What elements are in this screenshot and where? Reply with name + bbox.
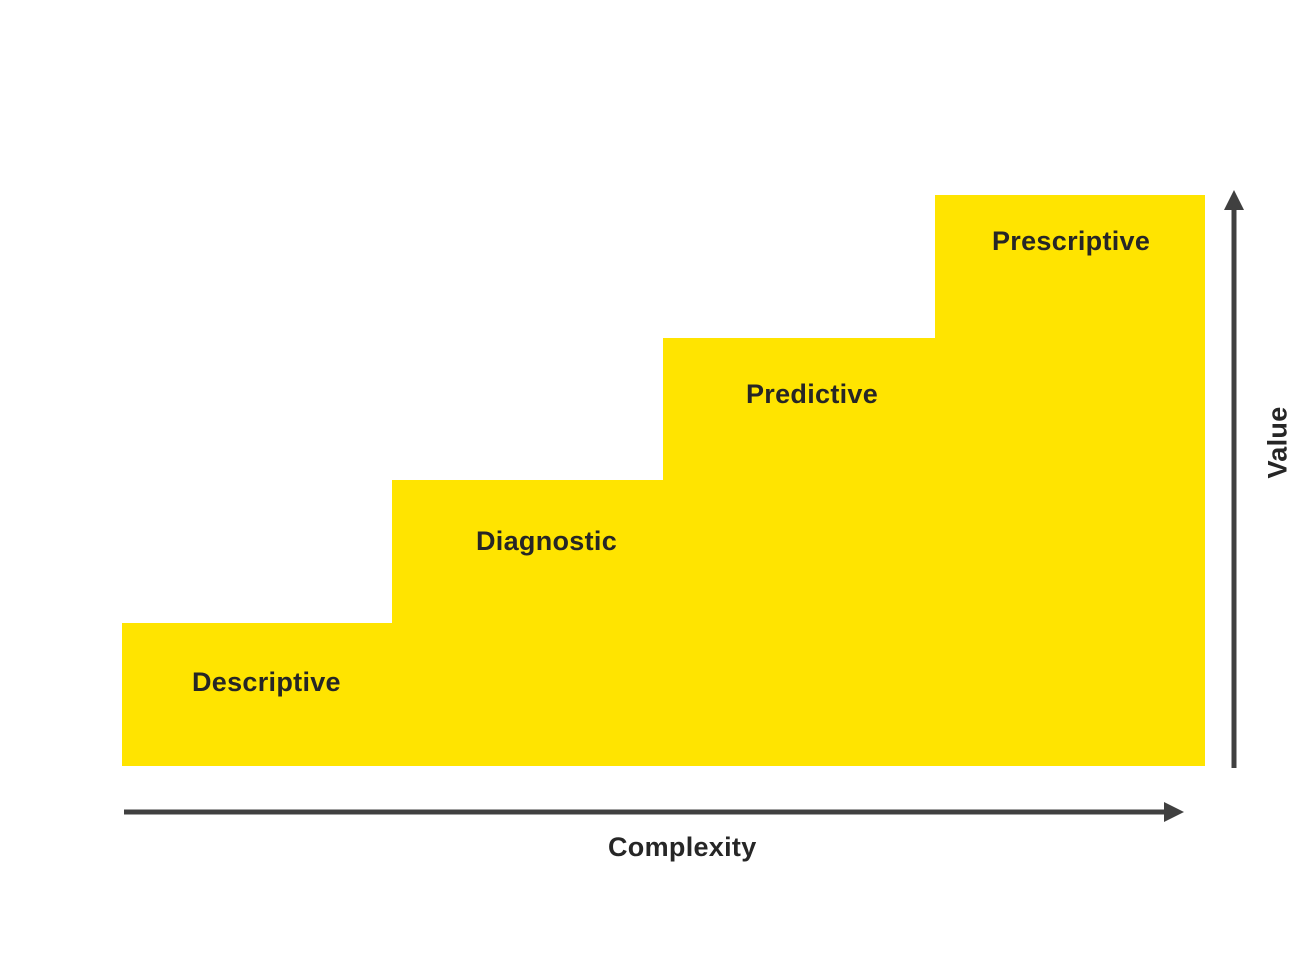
- step-prescriptive-label: Prescriptive: [992, 226, 1151, 256]
- x-axis-arrow: [124, 802, 1184, 822]
- step-predictive-label: Predictive: [746, 379, 879, 409]
- y-axis-arrow: [1224, 190, 1244, 768]
- x-axis-label: Complexity: [608, 832, 757, 862]
- y-axis-label: Value: [1262, 406, 1293, 479]
- staircase-shape: [122, 195, 1205, 766]
- step-diagnostic-label: Diagnostic: [476, 526, 618, 556]
- step-descriptive-label: Descriptive: [192, 667, 341, 697]
